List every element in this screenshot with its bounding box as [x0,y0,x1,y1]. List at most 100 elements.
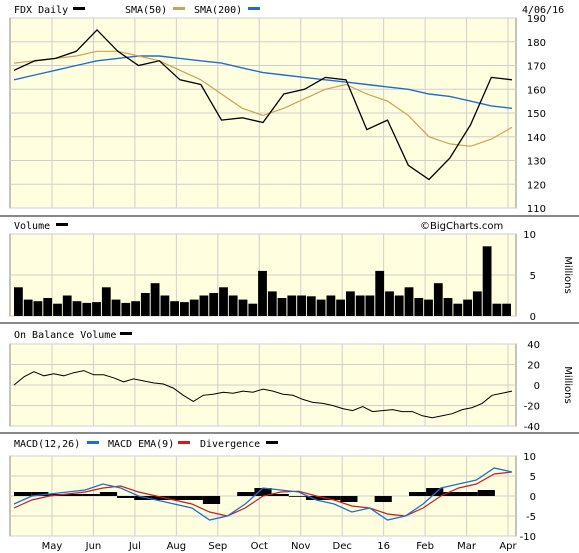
volume-bar [346,291,355,316]
volume-panel: Volume ©BigCharts.com 0 5 10 Millions [9,221,573,323]
y-tick-label: 120 [527,180,546,191]
watermark: ©BigCharts.com [420,221,503,232]
obv-units-label: Millions [562,366,573,403]
volume-bar [33,301,43,316]
volume-bar [277,298,287,316]
volume-bar [306,296,316,316]
volume-bar [228,295,238,316]
chart-date: 4/06/16 [522,5,564,16]
macd-panel: MACD(12,26) MACD EMA(9) Divergence -10 -5… [9,439,536,543]
month-label: Sep [208,541,227,552]
price-panel: 110 120 130 140 150 160 170 180 190 FDX Daily SM… [0,0,579,215]
macd-ema-legend-label: MACD EMA(9) [108,439,174,450]
obv-swatch [120,332,132,335]
volume-bar [189,299,199,316]
x-axis-months: May Jun Jul Aug Sep Oct Nov Dec 16 Feb Mar Apr [42,541,518,552]
volume-bar [492,303,502,316]
price-line [13,28,513,181]
volume-bar [14,287,23,316]
y-tick-label: 190 [527,14,546,25]
macd-swatch [87,441,99,444]
volume-bar [424,299,433,316]
month-label: May [42,541,63,552]
divergence-bar [288,496,306,497]
divergence-legend-label: Divergence [200,439,260,450]
y-tick-label: 20 [527,361,540,372]
divergence-bar [151,496,169,500]
divergence-bar [460,492,478,496]
y-tick-label: 0 [530,312,536,323]
divergence-bar [254,488,272,496]
y-tick-label: -5 [526,512,536,523]
volume-bar [316,299,326,316]
divergence-bar [237,492,255,496]
y-tick-label: -40 [524,422,540,433]
volume-bars [14,246,511,316]
macd-ema-swatch [178,441,190,444]
month-label: Jul [128,541,141,552]
divergence-bar [185,496,203,500]
y-tick-label: -10 [520,532,536,543]
volume-bar [287,295,297,316]
obv-y-axis: -40 -20 0 20 40 [524,340,540,433]
panel-divider-3 [0,432,579,434]
volume-bar [131,301,140,316]
divergence-bar [340,496,358,502]
volume-bar [248,303,258,316]
panel-divider-2 [0,322,579,324]
price-series [13,28,513,181]
y-tick-label: 170 [527,62,546,73]
month-label: Dec [333,541,352,552]
volume-bar [53,303,62,316]
divergence-bar [99,492,118,496]
y-tick-label: 0 [534,381,540,392]
divergence-bar [374,496,392,502]
y-tick-label: 160 [527,85,546,96]
sma200-line [13,55,513,109]
volume-bar [121,302,131,316]
volume-bar [209,293,219,316]
divergence-bar [305,496,324,500]
ticker-label: FDX Daily [14,5,68,16]
sma200-legend-label: SMA(200) [194,5,242,16]
volume-bar [199,295,209,316]
volume-bar [375,270,385,316]
volume-bar [160,295,170,316]
volume-bar [336,299,345,316]
y-tick-label: 140 [527,133,546,144]
volume-title: Volume [14,221,50,232]
volume-bar [443,298,453,316]
divergence-bar [168,496,186,500]
y-tick-label: 5 [530,472,536,483]
volume-bar [101,287,111,316]
divergence-bar [134,496,152,500]
volume-bar [258,270,267,316]
divergence-bar [409,492,427,496]
volume-bar [433,283,443,316]
volume-bar [385,291,394,316]
y-tick-label: -20 [524,402,540,413]
y-tick-label: 0 [530,492,536,503]
month-label: Oct [251,541,268,552]
obv-title: On Balance Volume [14,330,116,341]
month-label: Mar [457,541,477,552]
volume-bar [502,303,511,316]
y-tick-label: 130 [527,157,546,168]
price-swatch [73,7,85,10]
volume-bar [219,287,228,316]
volume-bar [355,295,365,316]
macd-line [13,467,513,521]
volume-bar [404,287,414,316]
month-label: Jun [85,541,102,552]
divergence-swatch [266,441,278,444]
divergence-bar [14,492,32,496]
volume-bar [414,298,424,316]
price-y-axis: 110 120 130 140 150 160 170 180 190 [527,14,546,215]
obv-series [13,370,513,419]
y-tick-label: 110 [527,204,546,215]
volume-bar [463,299,472,316]
divergence-bar [426,488,444,496]
volume-bar [72,301,82,316]
y-tick-label: 180 [527,38,546,49]
